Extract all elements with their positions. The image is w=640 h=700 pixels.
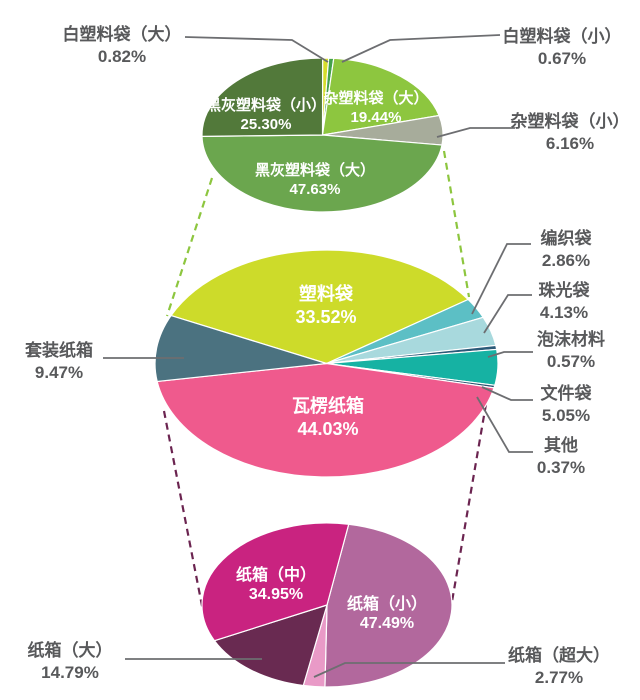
- label-pct: 2.77%: [534, 668, 584, 687]
- label-name: 纸箱（小）: [346, 596, 428, 613]
- label-pct: 33.52%: [295, 307, 357, 327]
- connector-dashed-maroon-right: [447, 403, 488, 620]
- label-name: 黑灰塑料袋（大）: [254, 162, 376, 179]
- leader-line-2: [436, 127, 515, 138]
- slice-set-carton: [154, 314, 327, 383]
- label-mixed-plastic-bag-large: 杂塑料袋（大） 19.44%: [323, 89, 428, 127]
- label-name: 瓦楞纸箱: [292, 396, 364, 416]
- label-pct: 2.86%: [541, 251, 591, 270]
- slice-plastic-bag: [170, 249, 470, 365]
- label-pct: 47.63%: [289, 181, 341, 198]
- label-other: 其他 0.37%: [537, 435, 585, 479]
- label-dark-plastic-bag-large: 黑灰塑料袋（大） 47.63%: [255, 161, 375, 199]
- label-dark-plastic-bag-small: 黑灰塑料袋（小） 25.30%: [206, 96, 326, 134]
- label-name: 泡沫材料: [537, 330, 605, 349]
- label-pct: 25.30%: [240, 116, 292, 133]
- label-pct: 44.03%: [297, 419, 359, 439]
- leader-line-6: [487, 351, 533, 358]
- label-pct: 0.67%: [537, 49, 587, 68]
- label-name: 塑料袋: [299, 284, 353, 304]
- label-name: 文件袋: [540, 384, 592, 403]
- leader-line-1: [341, 34, 501, 63]
- label-corrugated-carton: 瓦楞纸箱 44.03%: [292, 395, 364, 441]
- label-pct: 19.44%: [350, 109, 402, 126]
- label-name: 珠光袋: [538, 281, 590, 300]
- slice-carton-small: [324, 523, 453, 688]
- leader-line-5: [483, 294, 532, 334]
- label-name: 纸箱（中）: [235, 567, 317, 584]
- leader-line-8: [476, 396, 533, 453]
- label-pct: 34.95%: [248, 586, 304, 603]
- slice-carton-large: [213, 604, 328, 687]
- label-mixed-plastic-bag-small: 杂塑料袋（小） 6.16%: [511, 111, 630, 155]
- label-pct: 14.79%: [41, 663, 99, 682]
- leader-line-7: [481, 386, 533, 401]
- label-name: 杂塑料袋（大）: [323, 90, 429, 107]
- label-document-bag: 文件袋 5.05%: [541, 383, 592, 427]
- label-set-carton: 套装纸箱 9.47%: [25, 340, 93, 384]
- label-name: 纸箱（大）: [27, 641, 113, 660]
- slice-dark-plastic-bag-small: [201, 57, 324, 137]
- label-plastic-bag: 塑料袋 33.52%: [295, 283, 356, 329]
- label-pct: 47.49%: [359, 615, 415, 632]
- label-pct: 0.57%: [546, 352, 596, 371]
- label-foam-material: 泡沫材料 0.57%: [537, 329, 605, 373]
- slice-carton-medium: [201, 522, 350, 642]
- label-name: 杂塑料袋（小）: [510, 112, 630, 131]
- label-name: 套装纸箱: [25, 341, 93, 360]
- connector-dashed-green-right: [442, 150, 471, 298]
- label-carton-small: 纸箱（小） 47.49%: [347, 595, 427, 633]
- connector-dashed-maroon-left: [162, 410, 206, 617]
- leader-line-4: [471, 243, 531, 315]
- label-pct: 0.37%: [536, 458, 586, 477]
- label-name: 黑灰塑料袋（小）: [205, 97, 327, 114]
- label-carton-medium: 纸箱（中） 34.95%: [236, 566, 316, 604]
- label-pct: 6.16%: [545, 134, 595, 153]
- slice-corrugated-carton: [156, 362, 495, 478]
- label-pct: 5.05%: [541, 406, 591, 425]
- label-pearl-bag: 珠光袋 4.13%: [539, 280, 590, 324]
- label-name: 编织袋: [540, 229, 592, 248]
- label-woven-bag: 编织袋 2.86%: [541, 228, 592, 272]
- leader-line-10: [313, 662, 505, 678]
- label-pct: 4.13%: [539, 303, 589, 322]
- label-name: 其他: [543, 436, 578, 455]
- label-carton-xlarge: 纸箱（超大） 2.77%: [508, 645, 610, 689]
- label-name: 白塑料袋（小）: [502, 27, 622, 46]
- label-name: 纸箱（超大）: [508, 646, 610, 665]
- label-carton-large: 纸箱（大） 14.79%: [28, 640, 113, 684]
- leader-line-0: [184, 36, 329, 63]
- label-white-plastic-bag-small: 白塑料袋（小） 0.67%: [503, 26, 622, 70]
- label-pct: 9.47%: [34, 363, 84, 382]
- label-pct: 0.82%: [97, 47, 147, 66]
- label-name: 白塑料袋（大）: [62, 25, 182, 44]
- slice-dark-plastic-bag-large: [201, 134, 443, 213]
- connector-dashed-green-left: [165, 177, 214, 317]
- label-white-plastic-bag-large: 白塑料袋（大） 0.82%: [63, 24, 182, 68]
